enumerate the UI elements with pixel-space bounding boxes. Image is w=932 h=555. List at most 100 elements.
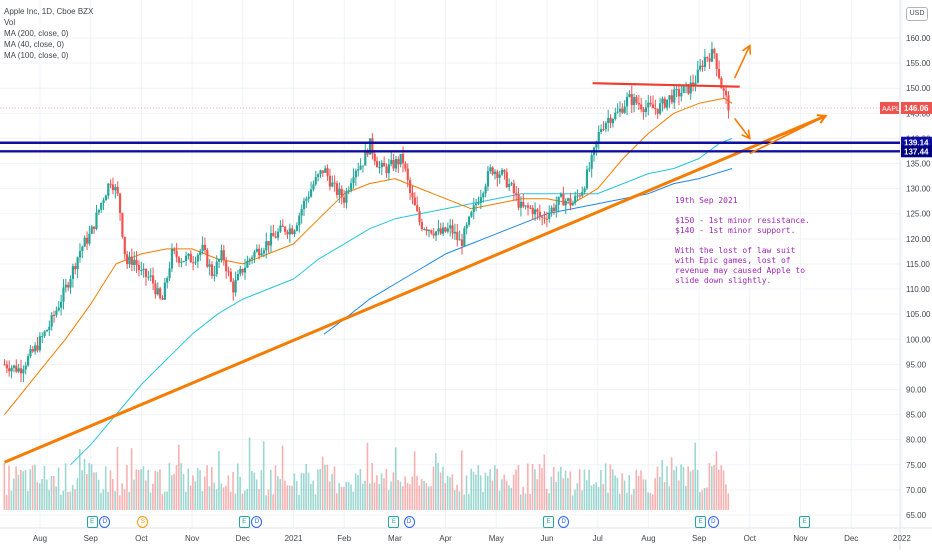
volume-bar [29,469,32,510]
volume-bar [159,469,161,510]
currency-button[interactable]: USD [906,7,928,21]
volume-bar [378,484,381,510]
volume-bar [163,491,166,510]
indicator-vol[interactable]: Vol [4,18,16,27]
candle-body [625,96,629,107]
candle-body [701,65,704,67]
volume-bar [222,487,225,510]
candle-body [505,172,508,188]
volume-bar [668,486,671,510]
volume-bar [81,470,83,510]
arrow-line[interactable] [733,117,751,139]
volume-bar [680,464,682,510]
event-s-icon[interactable]: S [137,516,149,528]
volume-bar [201,490,204,510]
volume-bar [93,472,95,510]
candle-body [243,267,247,273]
candle-body [302,200,306,210]
ma100-line [70,137,733,466]
volume-bar [345,481,348,510]
event-e-icon[interactable]: E [799,516,811,528]
volume-bar [630,494,633,510]
y-tick-label: 135.00 [906,160,931,169]
x-tick-label: Jun [541,534,554,543]
resistance-line[interactable] [592,82,740,88]
candle-body [22,369,25,374]
volume-bar [427,486,430,510]
arrow-line[interactable] [749,115,827,155]
volume-bar [347,481,350,510]
candle-body [390,160,393,165]
candle-body [288,228,291,235]
candle-body [623,106,626,113]
candle-body [637,102,640,105]
event-d-icon[interactable]: D [251,516,263,528]
candle-body [147,276,150,278]
y-tick-label: 65.00 [906,511,927,520]
event-d-icon[interactable]: D [558,516,570,528]
candle-body [5,364,8,369]
candle-body [328,175,332,187]
volume-bar [208,486,211,510]
indicator-ma100[interactable]: MA (100, close, 0) [4,51,69,60]
volume-bar [71,485,74,510]
candle-body [262,250,266,254]
volume-bar [295,481,298,510]
volume-bar [529,493,531,510]
volume-bar [3,463,6,510]
note-resistance: $150 - 1st minor resistance. [675,216,810,225]
volume-bar [600,469,602,510]
volume-bar [12,478,15,510]
candle-body [595,141,598,148]
candle-body [430,230,433,234]
candle-body [319,170,322,175]
volume-bar [708,463,711,510]
x-tick-label: Aug [641,534,655,543]
volume-bar [248,437,251,510]
event-e-icon[interactable]: E [543,516,554,528]
volume-bar [215,489,218,510]
indicator-ma200[interactable]: MA (200, close, 0) [4,29,69,38]
candle-body [210,264,214,276]
indicator-ma40[interactable]: MA (40, close, 0) [4,40,65,49]
trendline[interactable] [3,114,827,464]
candle-body [583,188,586,193]
candle-body [491,167,494,175]
y-tick-label: 150.00 [906,84,931,93]
event-e-icon[interactable]: E [86,516,98,528]
volume-bar [673,470,675,510]
volume-bar [236,463,239,510]
candle-body [404,163,407,169]
candle-body [378,167,381,169]
symbol-title[interactable]: Apple Inc, 1D, Cboe BZX [4,7,94,16]
volume-bar [10,490,13,510]
event-e-icon[interactable]: E [695,516,707,528]
volume-bar [387,490,390,510]
volume-bar [34,464,36,510]
event-d-icon[interactable]: D [707,516,719,528]
volume-bar [55,486,57,510]
event-d-icon[interactable]: D [99,516,111,528]
candle-body [571,203,574,206]
volume-bar [626,492,628,510]
event-e-icon[interactable]: E [238,516,250,528]
volume-bar [8,465,10,510]
candle-body [10,367,13,372]
candle-body [286,232,289,235]
volume-bar [430,486,432,510]
volume-bar [168,463,171,510]
candle-body [305,198,308,201]
event-e-icon[interactable]: E [388,516,400,528]
volume-bar [104,466,107,510]
candle-body [279,225,282,232]
event-d-icon[interactable]: D [403,516,415,528]
volume-bar [57,467,60,510]
candle-body [309,189,313,197]
candle-body [19,368,23,374]
volume-bar [699,492,701,510]
volume-bar [706,487,708,510]
candle-body [300,209,303,216]
arrow-line[interactable] [733,45,751,79]
